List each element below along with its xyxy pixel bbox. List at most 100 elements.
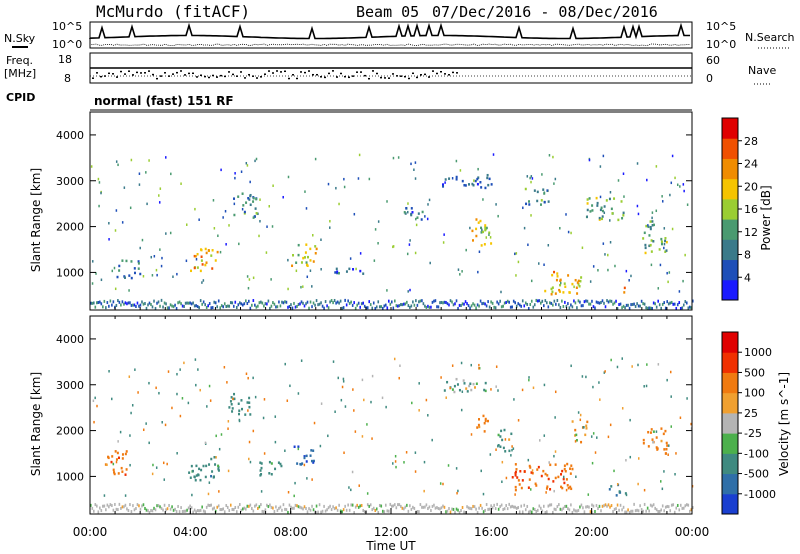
power-sparse-cell (515, 252, 518, 255)
vel-ground-cell (100, 509, 103, 513)
power-ground-cell (577, 299, 580, 303)
vel-echo-cell (121, 453, 124, 456)
power-echo-cell (559, 283, 562, 287)
power-ground-cell (351, 303, 354, 307)
nave-trace-point (120, 70, 122, 73)
power-ground-cell (461, 302, 464, 306)
nave-trace-point (160, 75, 162, 77)
power-ground-cell (491, 301, 494, 305)
vel-echo-cell (549, 463, 552, 467)
power-echo-cell (237, 195, 240, 198)
power-sparse-cell (170, 172, 172, 176)
vel-ground-cell (636, 508, 638, 512)
vel-sparse-cell (517, 419, 520, 422)
vel-ground-cell (603, 504, 605, 508)
nave-trace-point (200, 74, 202, 77)
vel-ground-cell (369, 503, 372, 507)
power-colorbar-swatch (722, 178, 738, 200)
vel-ground-cell (278, 506, 280, 510)
power-sparse-cell (151, 274, 154, 277)
vel-ground-cell (105, 508, 107, 512)
vel-ground-cell (675, 506, 678, 510)
power-ground-cell (254, 303, 256, 307)
power-sparse-cell (622, 172, 625, 175)
vel-echo-cell (585, 424, 588, 428)
vel-sparse-cell (381, 396, 384, 400)
vel-sparse-cell (358, 484, 360, 487)
power-echo-cell (484, 224, 487, 227)
nave-trace-point (284, 70, 286, 73)
vel-sparse-cell (167, 370, 170, 373)
power-ground-cell (526, 302, 529, 306)
power-echo-cell (314, 245, 317, 248)
power-echo-cell (121, 259, 124, 262)
power-sparse-cell (392, 245, 394, 249)
power-ground-cell (467, 304, 470, 308)
vel-ground-cell (165, 508, 167, 512)
power-ground-cell (353, 301, 355, 305)
vel-ground-cell (430, 509, 432, 513)
noise-tick-high-left: 10^5 (52, 20, 82, 33)
vel-ground-cell (356, 503, 358, 507)
power-echo-cell (245, 201, 248, 204)
vel-echo-cell (528, 478, 531, 481)
vel-sparse-cell (431, 438, 433, 442)
vel-sparse-cell (204, 441, 207, 445)
power-sparse-cell (602, 154, 605, 158)
vel-sparse-cell (625, 493, 628, 497)
vel-ground-cell (673, 510, 676, 514)
power-ground-cell (589, 302, 592, 306)
vel-echo-cell (217, 469, 220, 472)
vel-sparse-cell (570, 364, 572, 368)
nave-trace-point (272, 72, 274, 74)
power-echo-cell (642, 237, 645, 240)
x-tick-label: 00:00 (73, 525, 108, 539)
vel-echo-cell (310, 449, 313, 452)
vel-sparse-cell (371, 374, 374, 378)
vel-colorbar-swatch (722, 352, 738, 373)
power-sparse-cell (220, 168, 222, 172)
vel-sparse-cell (371, 437, 373, 440)
power-echo-cell (556, 275, 559, 278)
power-sparse-cell (647, 224, 649, 227)
power-ground-cell (255, 305, 258, 309)
power-echo-cell (249, 194, 252, 198)
power-ground-cell (473, 303, 476, 307)
power-ground-cell (162, 305, 164, 309)
power-sparse-cell (655, 209, 658, 213)
nave-trace-point (304, 71, 306, 74)
vel-echo-cell (584, 433, 587, 437)
vel-sparse-cell (395, 465, 397, 469)
vel-echo-cell (647, 445, 650, 448)
nave-trace-point (364, 74, 366, 77)
power-sparse-cell (246, 164, 249, 167)
nave-trace-point (256, 77, 258, 79)
vel-ground-cell (336, 508, 339, 512)
vel-echo-cell (113, 472, 116, 476)
power-ground-cell (606, 299, 608, 303)
power-echo-cell (481, 230, 484, 234)
power-sparse-cell (597, 268, 599, 272)
vel-ground-cell (151, 509, 154, 513)
power-sparse-cell (488, 233, 490, 236)
vel-echo-cell (483, 421, 486, 425)
vel-echo-cell (268, 472, 271, 475)
vel-ground-cell (163, 503, 166, 507)
vel-ground-cell (481, 506, 483, 510)
power-ground-cell (232, 304, 235, 308)
power-sparse-cell (246, 275, 249, 278)
vel-sparse-cell (621, 407, 624, 410)
power-ground-cell (372, 301, 375, 305)
vel-sparse-cell (470, 363, 473, 367)
power-sparse-cell (272, 184, 274, 187)
vel-ground-cell (287, 510, 289, 514)
vel-ground-cell (630, 509, 632, 513)
power-ground-cell (543, 304, 545, 308)
vel-sparse-cell (591, 461, 594, 465)
power-sparse-cell (657, 287, 660, 290)
power-ground-cell (681, 306, 684, 310)
power-ground-cell (217, 299, 220, 303)
nave-trace-point (416, 76, 418, 79)
vel-sparse-cell (645, 384, 648, 388)
